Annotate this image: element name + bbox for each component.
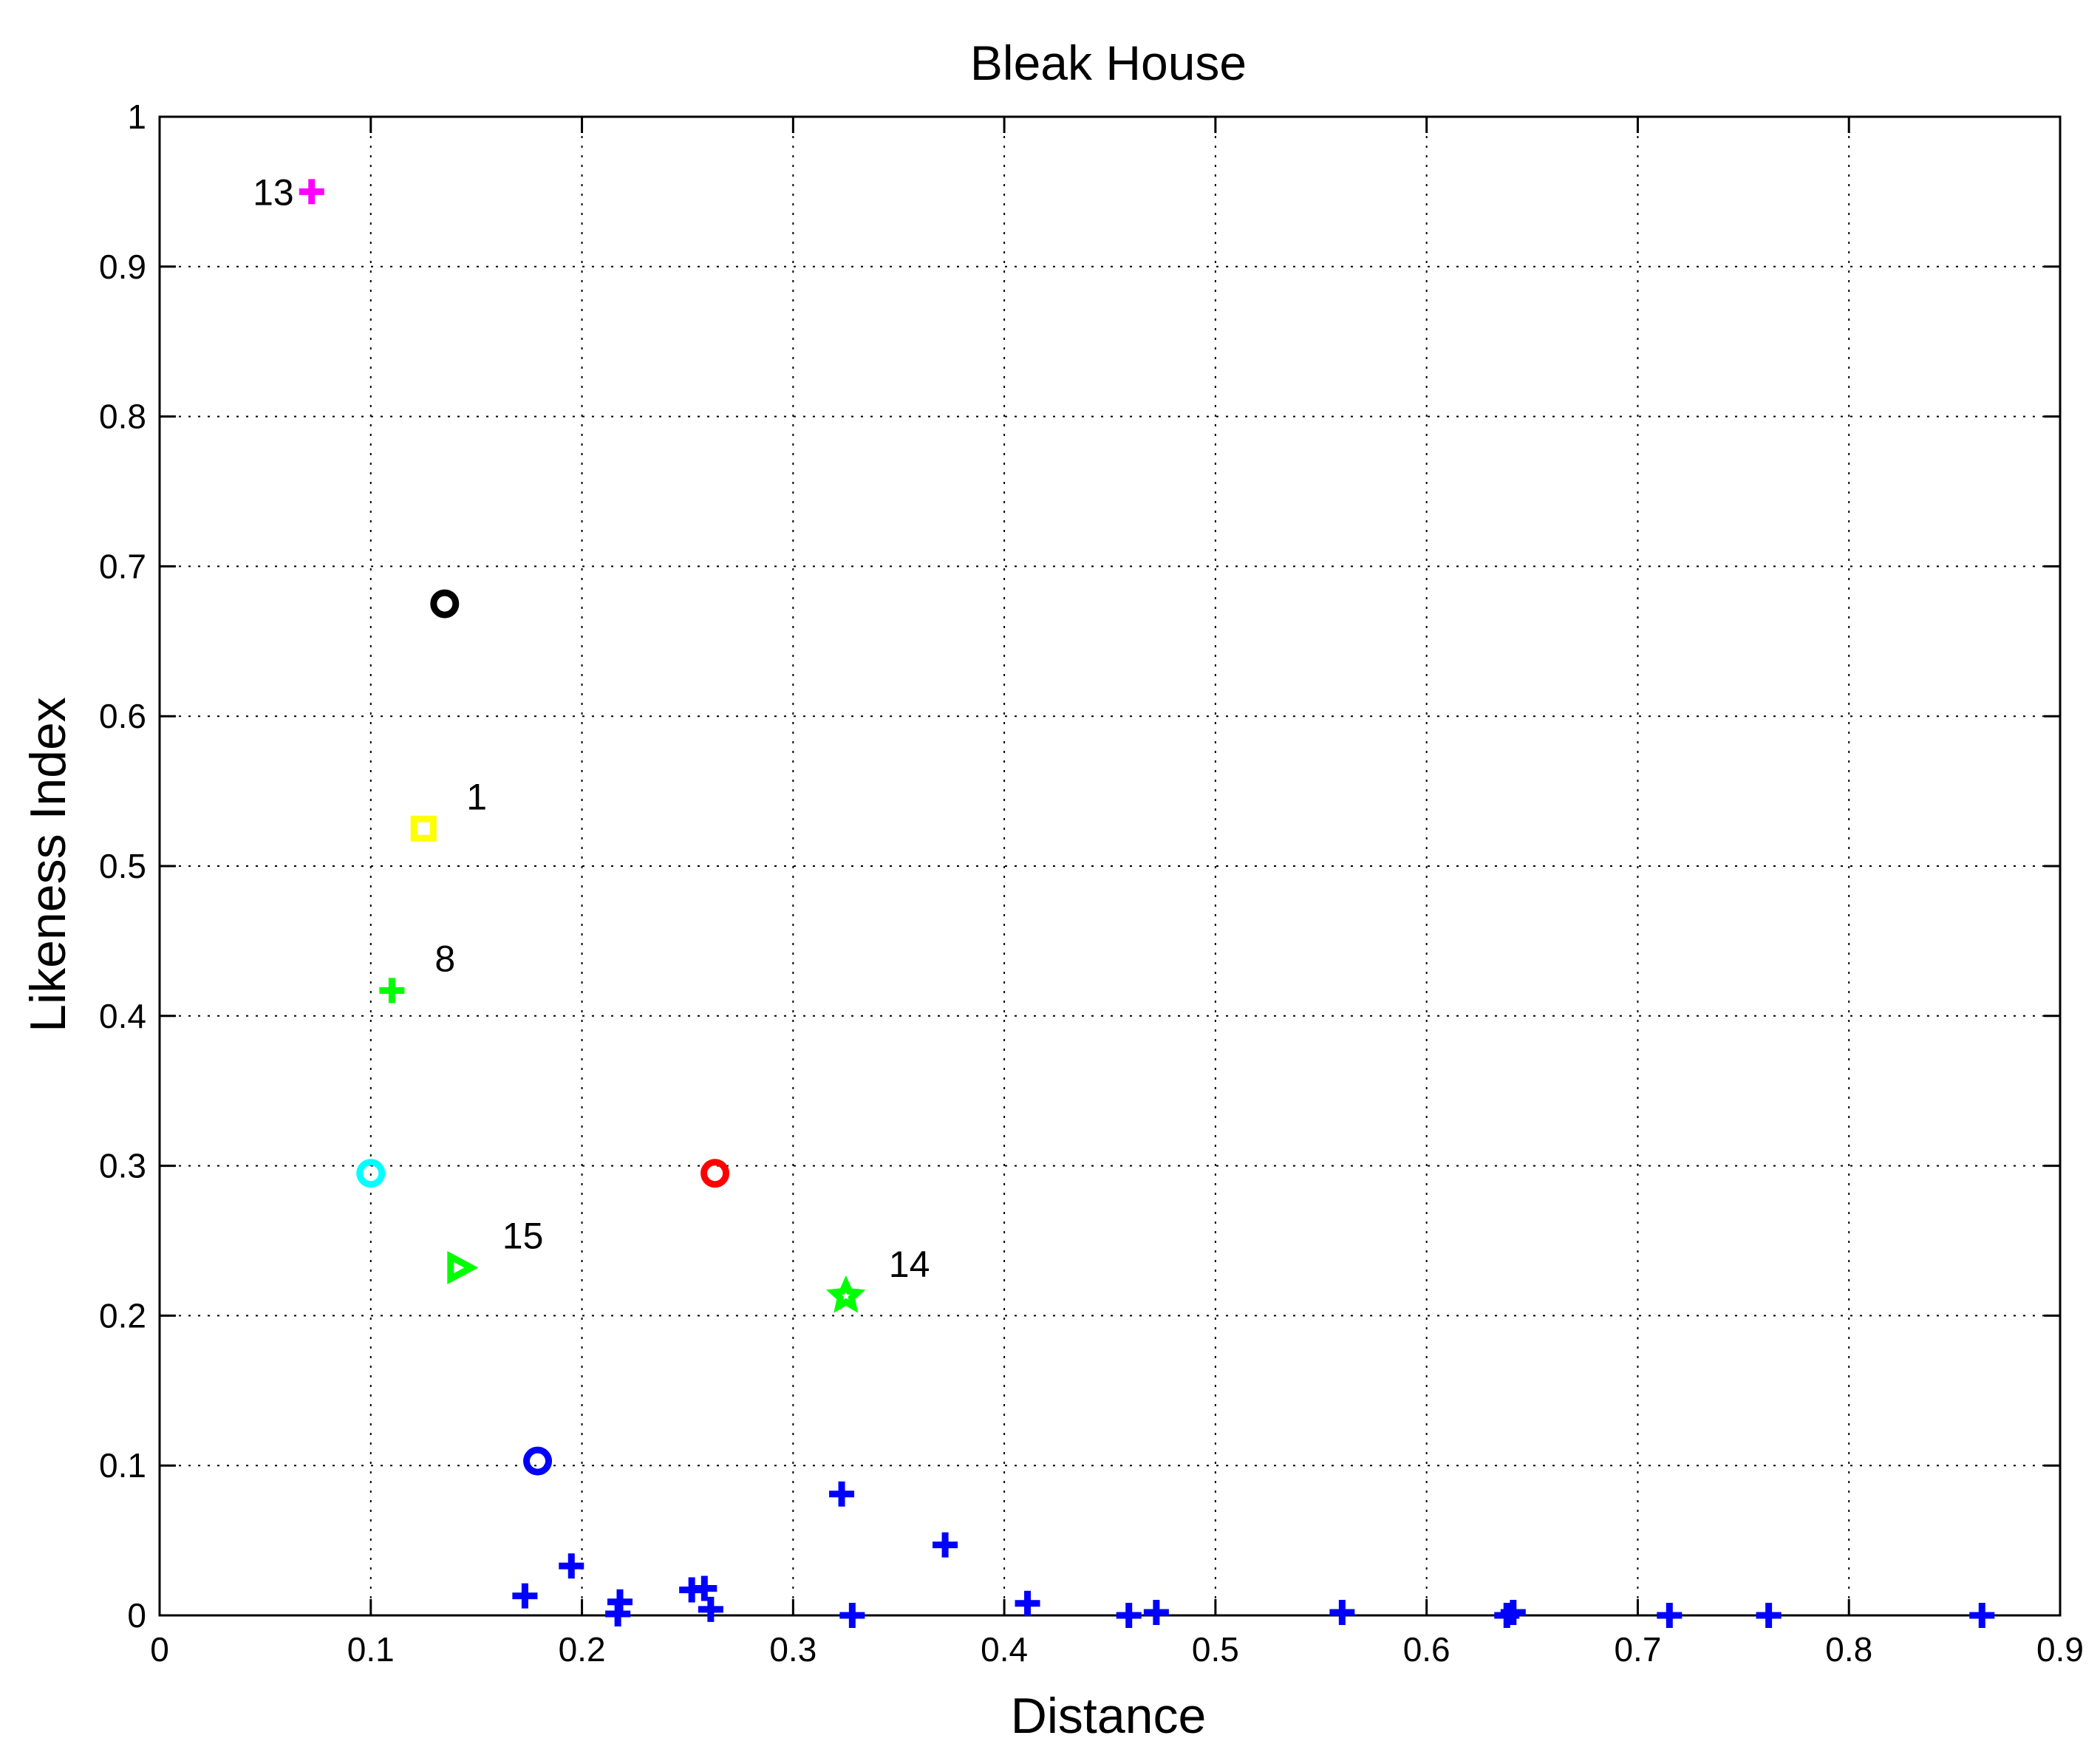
grid-lines [160, 117, 2060, 1615]
y-tick-label: 0.3 [99, 1147, 146, 1185]
plus-marker-point [1329, 1599, 1355, 1625]
data-points [299, 179, 1995, 1628]
point-annotation-label: 15 [502, 1216, 544, 1257]
plus-marker-point [933, 1532, 958, 1558]
x-tick-label: 0.2 [559, 1630, 606, 1669]
plus-marker-point [1969, 1603, 1995, 1628]
plus-marker-point [299, 179, 324, 205]
plus-marker-point [1143, 1599, 1169, 1625]
y-tick-label: 0.5 [99, 847, 146, 885]
triangle-marker-point [447, 1250, 479, 1285]
plus-marker-point [1500, 1599, 1526, 1625]
point-annotation-label: 13 [253, 171, 294, 213]
plus-marker-point [1015, 1590, 1040, 1616]
circle-marker-point [430, 589, 460, 619]
plus-marker-point [1116, 1603, 1142, 1628]
x-tick-label: 0.4 [981, 1630, 1028, 1669]
y-tick-label: 0.1 [99, 1446, 146, 1485]
y-tick-label: 0.8 [99, 398, 146, 436]
plus-marker-point [692, 1575, 717, 1601]
x-tick-labels: 0 0.1 0.2 0.3 0.4 0.5 0.6 0.7 0.8 0.9 [150, 1630, 2084, 1669]
plus-marker-point [559, 1553, 584, 1579]
circle-marker-point [700, 1159, 730, 1188]
circle-marker-point [356, 1159, 386, 1188]
y-axis-label: Likeness Index [20, 697, 76, 1032]
y-tick-label: 0.7 [99, 547, 146, 585]
x-axis-label: Distance [1011, 1688, 1207, 1744]
y-tick-labels: 0 0.1 0.2 0.3 0.4 0.5 0.6 0.7 0.8 0.9 1 [99, 98, 146, 1635]
x-tick-label: 0 [150, 1630, 169, 1669]
plus-marker-point [512, 1583, 538, 1609]
x-tick-label: 0.5 [1192, 1630, 1239, 1669]
star-marker-point [826, 1275, 866, 1313]
x-tick-label: 0.8 [1825, 1630, 1872, 1669]
y-tick-label: 0.6 [99, 697, 146, 735]
point-annotation-label: 8 [434, 938, 455, 979]
circle-marker-point [523, 1446, 553, 1476]
y-tick-label: 1 [127, 98, 146, 136]
point-annotation-label: 14 [889, 1244, 930, 1285]
x-tick-label: 0.3 [769, 1630, 817, 1669]
y-tick-label: 0 [127, 1596, 146, 1635]
x-tick-label: 0.9 [2036, 1630, 2084, 1669]
plus-marker-point [605, 1601, 631, 1626]
plus-marker-point [829, 1481, 855, 1507]
chart-title: Bleak House [970, 35, 1247, 90]
plus-marker-point [379, 978, 405, 1004]
plus-marker-point [698, 1596, 723, 1622]
axis-ticks [158, 115, 2062, 1617]
x-tick-label: 0.7 [1614, 1630, 1661, 1669]
plus-marker-point [839, 1603, 865, 1628]
y-tick-label: 0.2 [99, 1296, 146, 1335]
plus-marker-point [1657, 1603, 1683, 1628]
x-tick-label: 0.1 [347, 1630, 395, 1669]
y-tick-label: 0.4 [99, 997, 146, 1035]
y-tick-label: 0.9 [99, 248, 146, 286]
point-annotation-label: 1 [466, 776, 487, 817]
x-tick-label: 0.6 [1403, 1630, 1450, 1669]
point-annotations: 13 1 8 15 14 [253, 171, 930, 1285]
plus-marker-point [1756, 1603, 1782, 1628]
square-marker-point [410, 815, 437, 842]
